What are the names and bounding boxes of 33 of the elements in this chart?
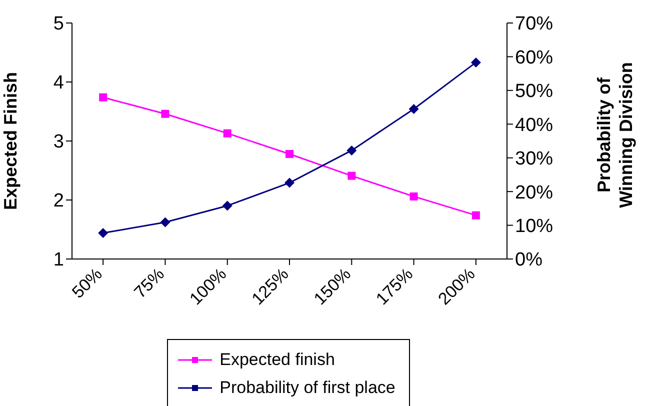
y2-tick-label: 30% — [515, 148, 554, 170]
y2-tick-label: 70% — [515, 14, 554, 35]
point — [161, 110, 170, 118]
x-tick-label: 75% — [130, 264, 168, 302]
y-tick-label: 2 — [53, 190, 64, 212]
y-tick-label: 1 — [53, 250, 64, 271]
y-tick-label: 3 — [53, 132, 64, 153]
point — [99, 93, 108, 102]
point — [284, 178, 294, 188]
y2-axis-title: Probability of Winning Division — [594, 62, 636, 208]
point — [472, 211, 480, 220]
y2-tick-label: 50% — [515, 81, 554, 102]
y2-tick-label: 0% — [515, 250, 543, 271]
y-tick-label: 5 — [53, 14, 64, 35]
y-axis-title: Expected Finish — [0, 72, 20, 210]
y2-tick-label: 60% — [515, 47, 554, 68]
point — [410, 192, 418, 200]
point — [470, 57, 481, 68]
point — [348, 172, 356, 180]
y2-tick-label: 20% — [515, 182, 554, 204]
legend-label: Probability of first place — [220, 378, 396, 398]
point — [408, 104, 419, 114]
point — [346, 145, 357, 156]
point — [222, 200, 232, 211]
point — [160, 217, 170, 228]
point — [286, 150, 294, 158]
y2-tick-label: 40% — [515, 114, 554, 136]
y-tick-label: 4 — [53, 72, 64, 94]
y2-tick-label: 10% — [515, 216, 554, 238]
point — [223, 129, 232, 138]
point — [98, 228, 108, 238]
legend-label: Expected finish — [220, 350, 335, 370]
x-tick-label: 50% — [68, 264, 106, 302]
